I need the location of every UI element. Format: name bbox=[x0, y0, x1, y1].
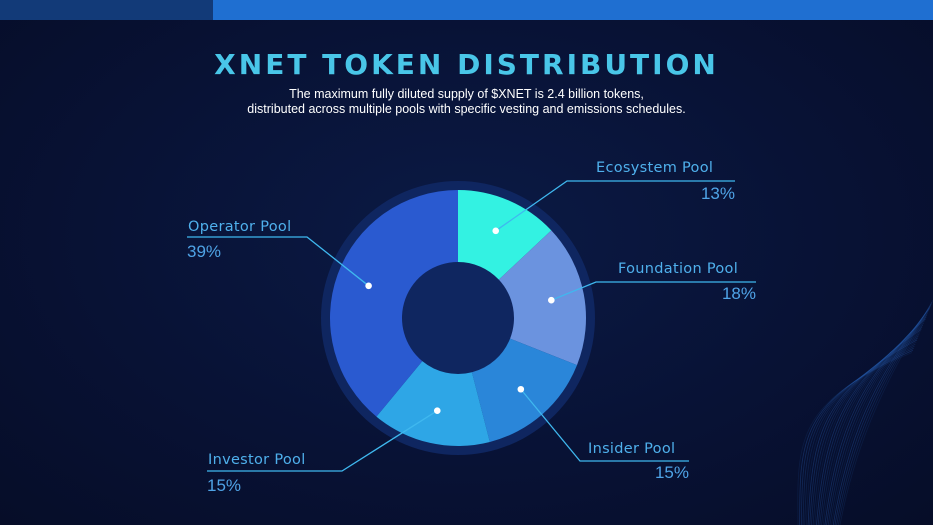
leader-dot-operator-pool bbox=[365, 282, 372, 290]
value-foundation-pool: 18% bbox=[721, 284, 756, 303]
wave-line bbox=[826, 316, 927, 525]
wave-line bbox=[827, 314, 928, 525]
wave-line bbox=[812, 333, 920, 525]
slice-foundation-pool bbox=[498, 230, 586, 366]
wave-line bbox=[836, 303, 932, 525]
wave-line bbox=[824, 318, 926, 525]
value-operator-pool: 39% bbox=[187, 242, 222, 261]
wave-line bbox=[834, 306, 931, 525]
value-insider-pool: 15% bbox=[654, 463, 689, 482]
leader-dot-ecosystem-pool bbox=[492, 227, 500, 235]
label-investor-pool: Investor Pool bbox=[208, 452, 306, 468]
wave-line bbox=[837, 301, 933, 525]
wave-line bbox=[819, 324, 924, 525]
wave-line bbox=[802, 345, 915, 525]
leader-line-ecosystem-pool bbox=[495, 180, 735, 232]
decorative-wave-lines bbox=[797, 299, 933, 525]
wave-line bbox=[800, 347, 914, 525]
wave-line bbox=[797, 352, 913, 525]
page-subtitle: The maximum fully diluted supply of $XNE… bbox=[0, 87, 933, 117]
wave-line bbox=[799, 350, 914, 525]
top-bar-dark-segment bbox=[0, 0, 213, 20]
page-title: XNET TOKEN DISTRIBUTION bbox=[214, 48, 719, 81]
label-insider-pool: Insider Pool bbox=[588, 441, 676, 457]
wave-line bbox=[839, 299, 933, 525]
leader-line-operator-pool bbox=[187, 236, 370, 287]
leader-line-insider-pool bbox=[520, 388, 689, 462]
slice-insider-pool bbox=[471, 338, 578, 442]
label-foundation-pool: Foundation Pool bbox=[618, 261, 739, 277]
value-investor-pool: 15% bbox=[207, 476, 242, 495]
wave-line bbox=[829, 312, 929, 525]
subtitle-line-1: The maximum fully diluted supply of $XNE… bbox=[289, 87, 644, 101]
top-bar-light-segment bbox=[213, 0, 933, 20]
slice-ecosystem-pool bbox=[458, 190, 552, 280]
wave-line bbox=[831, 310, 930, 525]
wave-line bbox=[822, 320, 925, 525]
value-ecosystem-pool: 13% bbox=[700, 184, 735, 203]
wave-line bbox=[821, 322, 925, 525]
wave-line bbox=[832, 308, 930, 525]
wave-line bbox=[806, 341, 917, 525]
leader-dot-foundation-pool bbox=[548, 296, 555, 304]
slice-operator-pool bbox=[330, 190, 458, 417]
leader-dot-investor-pool bbox=[433, 407, 441, 415]
wave-line bbox=[816, 329, 922, 525]
wave-line bbox=[809, 337, 919, 525]
label-ecosystem-pool: Ecosystem Pool bbox=[596, 160, 714, 176]
top-accent-bar bbox=[0, 0, 933, 20]
leader-line-investor-pool bbox=[207, 410, 438, 472]
wave-line bbox=[817, 326, 923, 525]
wave-line bbox=[811, 335, 919, 525]
leader-line-foundation-pool bbox=[551, 281, 756, 301]
slice-investor-pool bbox=[376, 361, 490, 447]
subtitle-line-2: distributed across multiple pools with s… bbox=[247, 102, 686, 116]
leader-dot-insider-pool bbox=[517, 385, 525, 393]
wave-line bbox=[814, 331, 921, 525]
wave-line bbox=[807, 339, 918, 525]
wave-line bbox=[804, 343, 916, 525]
label-operator-pool: Operator Pool bbox=[188, 219, 292, 235]
